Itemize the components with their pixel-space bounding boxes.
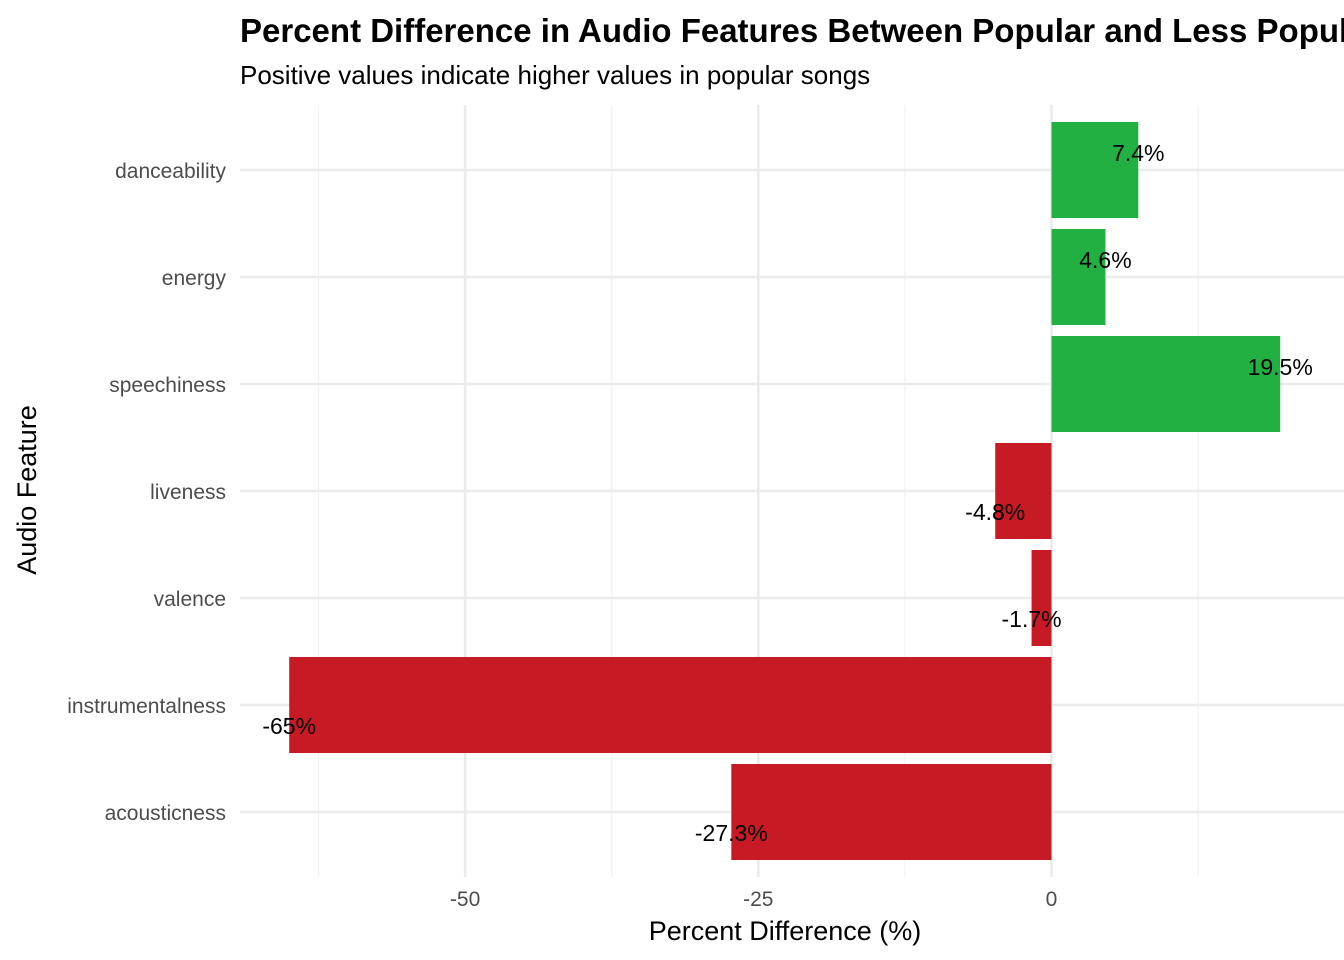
bar-liveness [995,443,1052,539]
x-axis-ticks: -50 -25 0 [450,888,1057,911]
y-tick-label-acousticness: acousticness [105,802,226,825]
data-label-danceability: 7.4% [1112,140,1164,166]
bars [289,122,1281,860]
data-labels: 7.4% 4.6% 19.5% -4.8% -1.7% -65% -27.3% [262,140,1312,846]
y-axis-ticks: danceability energy speechiness liveness val… [67,160,226,825]
x-tick-label: -50 [450,888,480,911]
y-tick-label-speechiness: speechiness [109,374,226,397]
y-tick-label-valence: valence [154,588,226,611]
data-label-acousticness: -27.3% [695,820,768,846]
x-tick-label: -25 [743,888,773,911]
data-label-instrumentalness: -65% [262,713,316,739]
y-tick-label-liveness: liveness [150,481,226,504]
data-label-energy: 4.6% [1079,247,1131,273]
data-label-valence: -1.7% [1002,606,1062,632]
data-label-liveness: -4.8% [965,499,1025,525]
bar-acousticness [731,764,1052,860]
bar-instrumentalness [289,657,1052,753]
y-tick-label-instrumentalness: instrumentalness [67,695,226,718]
bar-speechiness [1051,336,1281,432]
chart-title: Percent Difference in Audio Features Bet… [240,12,1344,49]
x-tick-label: 0 [1046,888,1058,911]
gridlines [240,105,1344,877]
data-label-speechiness: 19.5% [1248,354,1313,380]
chart-subtitle: Positive values indicate higher values i… [240,60,870,90]
y-axis-title: Audio Feature [12,405,42,575]
y-tick-label-danceability: danceability [115,160,226,183]
bar-danceability [1051,122,1139,218]
x-axis-title: Percent Difference (%) [649,916,922,946]
y-tick-label-energy: energy [162,267,227,290]
bar-energy [1051,229,1106,325]
bar-valence [1031,550,1052,646]
